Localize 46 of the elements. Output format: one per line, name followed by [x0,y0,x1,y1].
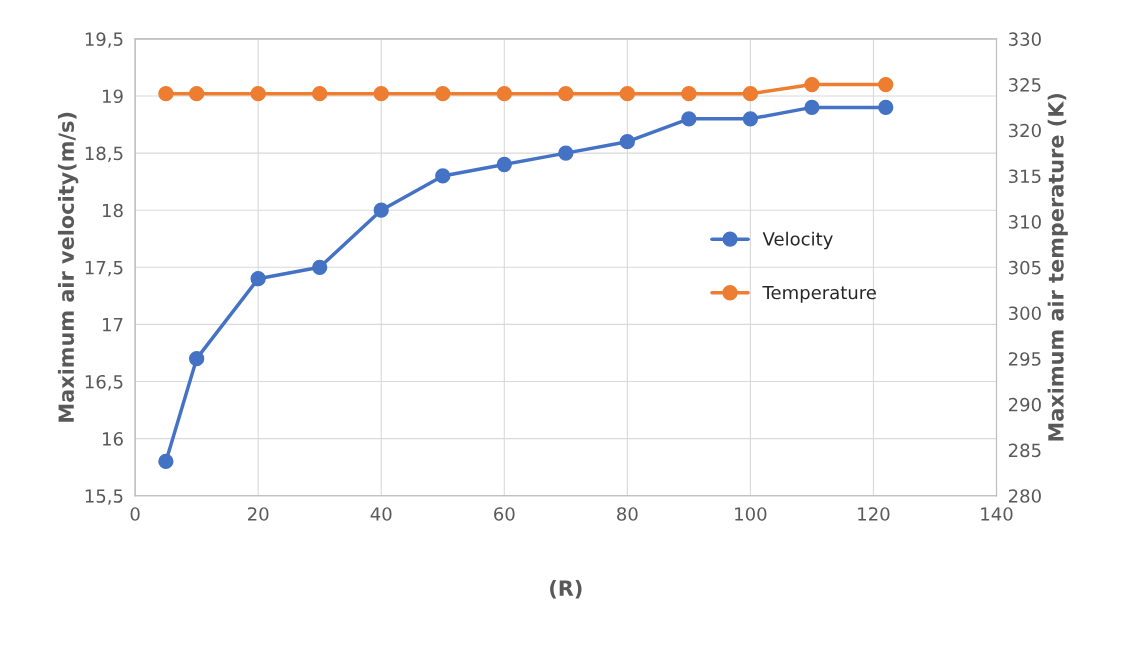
y-tick-label: 16 [103,432,123,446]
x-tick-label: 40 [370,507,392,521]
y2-tick-label: 305 [1009,260,1041,275]
y-tick-label: 15,5 [85,489,123,505]
y2-tick-label: 285 [1008,443,1041,458]
y-tick-label: 17,5 [85,261,123,277]
point [681,111,697,127]
y2-tick-label: 320 [1009,123,1041,138]
x-tick-label: 80 [617,507,638,521]
x-tick-label: 120 [858,507,890,521]
y-tick-label: 19,5 [85,32,123,48]
point [312,259,328,275]
x-tick-label: 100 [735,507,767,521]
point [558,145,574,161]
y2-tick-label: 295 [1008,352,1041,366]
y2-tick-label: 315 [1009,169,1041,184]
point [742,111,759,127]
y-axis-title: Maximum air velocity(m/s) [57,112,79,422]
x-tick-label: 140 [981,507,1013,521]
y2-tick-label: 290 [1008,397,1041,412]
y2-tick-label: 310 [1009,215,1041,229]
y2-tick-label: 280 [1008,489,1041,503]
legend-label: Temperature [762,285,876,303]
point [804,99,820,116]
point [250,271,266,287]
legend-label: Velocity [762,231,833,250]
y2-tick-label: 300 [1009,306,1041,321]
y-tick-label: 17 [103,318,123,332]
point [373,202,389,218]
y-tick-label: 16,5 [85,374,123,391]
point [189,351,205,367]
y2-tick-label: 325 [1009,78,1041,92]
point [878,99,894,116]
y-tick-label: 19 [103,89,123,104]
y2-tick-label: 330 [1009,32,1041,46]
x-tick-label: 20 [248,507,269,521]
x-tick-label: 0 [130,507,140,521]
point [619,134,635,150]
point [496,156,512,173]
y2-axis-title: Maximum air temperature (K) [1047,93,1068,441]
point [435,168,451,184]
x-tick-label: 60 [494,507,515,521]
y-tick-label: 18,5 [85,146,123,163]
point [158,453,174,470]
y-tick-label: 18 [103,203,123,218]
x-axis-title: (R) [550,579,582,599]
